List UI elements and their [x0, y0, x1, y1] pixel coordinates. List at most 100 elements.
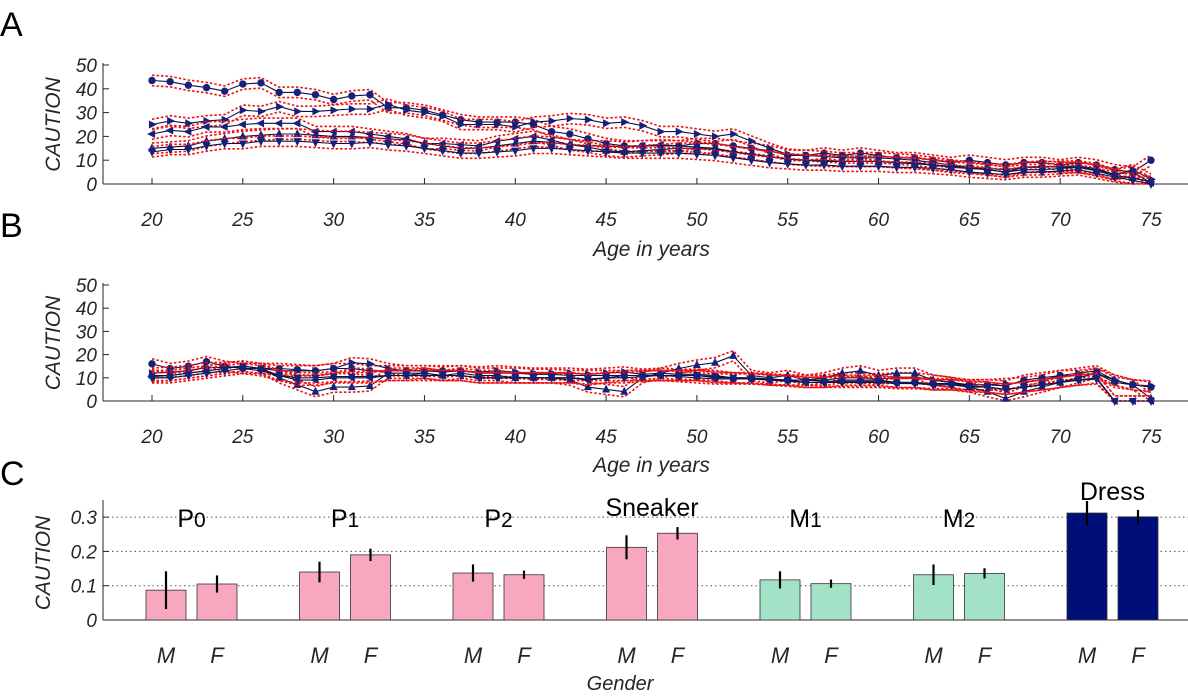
panel-a-series-2-point [257, 107, 266, 116]
panel-a-series-2-point [712, 132, 721, 141]
panel-label-c: C [0, 455, 25, 493]
panel-a-series-5-point [656, 150, 665, 159]
panel-c-bar-m1-f [810, 583, 852, 621]
panel-a-series-5-point [420, 145, 429, 154]
panel-a-x-tick-label: 60 [868, 210, 890, 231]
panel-a-series-5-point [184, 146, 193, 155]
panel-a-series-2-point [675, 127, 684, 136]
panel-b-series-5-point [892, 380, 901, 389]
panel-c-bar-m2-f [964, 572, 1005, 621]
panel-a-series-5-point [820, 161, 829, 170]
panel-b-x-tick-label: 70 [1050, 427, 1072, 448]
panel-a-x-axis-label: Age in years [591, 238, 710, 261]
panel-a-series-2-point [276, 102, 285, 111]
panel-a-series-5-point [801, 161, 810, 170]
panel-a-series-5-point [674, 150, 683, 159]
panel-a-series-5-point [856, 163, 865, 172]
panel-a-series-1-point [184, 81, 193, 89]
panel-b-x-tick-label: 55 [777, 427, 799, 448]
panel-c-x-tick-label: F [210, 643, 225, 668]
panel-a-series-5-point [765, 159, 774, 168]
panel-a-series-2-point [403, 106, 412, 115]
panel-label-b: B [0, 207, 23, 245]
panel-a-series-3-point [183, 127, 192, 136]
panel-b-x-tick-label: 30 [323, 427, 345, 448]
panel-c-group-p1: P1 [299, 505, 391, 621]
panel-a-series-2-upper-band [151, 98, 1152, 175]
panel-b-series-5-point [656, 372, 665, 381]
panel-b-series-3-lower-band [152, 359, 1152, 402]
panel-b-series-5-point [311, 374, 320, 383]
panel-b-series-3-point [1110, 375, 1119, 384]
panel-b-series-5-point [493, 374, 502, 383]
panel-a-series-1-point [1147, 156, 1155, 164]
panel-b-series-5-point [293, 374, 302, 383]
panel-c-group-m1: M1 [759, 505, 852, 621]
panel-a-series-5-point [256, 138, 265, 147]
panel-a-series-5-point [202, 142, 211, 151]
panel-b-x-tick-label: 20 [140, 427, 163, 448]
panel-a-series-2-point [657, 127, 666, 136]
panel-b-series-5-point [1019, 384, 1028, 393]
panel-a-series-5-point [783, 160, 792, 169]
group-title-subscript: 0 [194, 509, 206, 532]
panel-a-series-5-point [347, 140, 356, 149]
panel-c-group-title: Sneaker [605, 494, 698, 522]
panel-b-series-5-point [947, 381, 956, 390]
panel-a-series-2-point [584, 115, 593, 124]
panel-a-series-5-point [493, 148, 502, 157]
panel-c-x-tick-label: F [517, 643, 532, 668]
panel-b-series-3-point [583, 382, 592, 391]
group-title-main: P [484, 505, 501, 533]
panel-b-x-tick-label: 65 [959, 427, 981, 448]
panel-c-group-dress: Dress [1066, 478, 1159, 621]
panel-a-series-2-point [366, 105, 375, 114]
panel-b-series-5-point [238, 365, 247, 374]
panel-b-series-5-point [565, 374, 574, 383]
panel-a-plot [102, 63, 1188, 189]
panel-a-x-tick-label: 65 [959, 210, 981, 231]
panel-c-group-p0: P0 [145, 505, 238, 621]
panel-label-a: A [0, 6, 23, 44]
panel-a-series-5-point [947, 166, 956, 175]
panel-a-series-4-upper-band [151, 128, 1152, 178]
panel-b-series-2-point [1147, 381, 1156, 390]
panel-a-series-1-point [348, 92, 356, 100]
panel-b-series-3-point [1128, 379, 1137, 388]
panel-a-series-5-point [438, 147, 447, 156]
panel-a-series-5-point [384, 141, 393, 150]
panel-c-y-tick-label: 0.3 [71, 508, 98, 529]
panel-c-y-tick-label: 0.1 [71, 577, 97, 598]
panel-a-series-2-point [494, 120, 503, 129]
panel-c-bar-dress-f [1117, 516, 1159, 621]
panel-b-series-3-upper-band [152, 349, 1152, 395]
panel-b-y-tick-label: 40 [76, 299, 98, 320]
panel-a-x-tick-label: 35 [414, 210, 436, 231]
group-title-main: P [177, 505, 194, 533]
panel-b-y-tick-label: 0 [86, 392, 97, 413]
panel-a-series-5-point [1001, 171, 1010, 180]
panel-a-series-4-point [329, 131, 338, 140]
panel-a-series-4-point [547, 137, 556, 146]
panel-b-series-3-point [311, 386, 320, 395]
group-title-main: M [943, 505, 964, 533]
panel-b-y-tick-label: 50 [76, 276, 98, 297]
panel-c-x-tick-label: M [617, 643, 636, 668]
panel-a-series-5-point [166, 146, 175, 155]
panel-c-group-m2: M2 [913, 505, 1005, 621]
panel-a-series-2-point [312, 107, 321, 116]
panel-b-series-5-point [965, 382, 974, 391]
panel-b-series-3-point [856, 365, 865, 374]
panel-b-series-5-point [511, 374, 520, 383]
panel-c-y-tick-label: 0 [86, 611, 97, 632]
panel-b-series-5-point [1146, 397, 1156, 406]
panel-b-series-5-point [602, 374, 611, 383]
panel-a-series-2-point [475, 120, 484, 129]
panel-b-y-axis-label: CAUTION [42, 295, 65, 390]
panel-a-series-5-point [692, 151, 701, 160]
panel-c-x-tick-label: M [157, 643, 176, 668]
panel-b-series-5-point [547, 374, 556, 383]
panel-c-bar-p2-f [503, 574, 545, 621]
panel-a-series-2-point [421, 108, 430, 117]
panel-a-series-3-point [219, 122, 228, 131]
